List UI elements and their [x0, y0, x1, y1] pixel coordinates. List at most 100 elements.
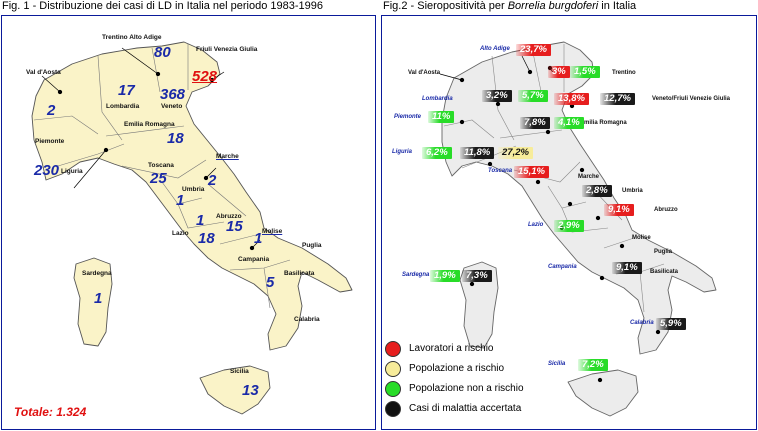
fig1-count-veneto: 368: [160, 86, 186, 103]
fig1-count-campania: 5: [266, 274, 275, 291]
fig1-region-piemonte: Piemonte: [35, 138, 65, 145]
fig2-label-basilicata: Basilicata: [650, 269, 679, 275]
fig2-label-sicilia: Sicilia: [548, 361, 566, 367]
fig2-value-venfvg-red: 13,8%: [554, 93, 589, 105]
fig1-count-piemonte: 2: [47, 102, 56, 119]
fig1-region-veneto: Veneto: [161, 103, 183, 110]
legend-swatch-yellow: [385, 361, 401, 377]
fig1-region-trentino: Trentino Alto Adige: [102, 34, 162, 41]
fig2-value-liguria-green: 6,2%: [422, 147, 452, 159]
fig2-value-sicilia-green: 7,2%: [578, 359, 608, 371]
fig2-value-trentino-green: 1,5%: [570, 66, 600, 78]
fig2-value-abruzzo-red: 9,1%: [604, 204, 634, 216]
fig1-count-emilia: 18: [167, 130, 184, 147]
fig2-label-campania: Campania: [548, 264, 577, 270]
legend-swatch-green: [385, 381, 401, 397]
legend-label-black: Casi di malattia accertata: [409, 403, 522, 414]
map2-sicilia: [567, 369, 639, 417]
fig2-value-altoadige-red: 23,7%: [516, 44, 551, 56]
fig1-region-basilicata: Basilicata: [284, 270, 315, 277]
fig1-region-marche: Marche: [216, 153, 239, 160]
fig2-value-trentino-red: 3%: [548, 66, 570, 78]
fig2-label-molise: Molise: [632, 235, 651, 241]
fig2-value-sardegna-black: 7,3%: [462, 270, 492, 282]
fig2-label-marche: Marche: [578, 174, 600, 180]
fig2-label-emilia: Emilia Romagna: [580, 120, 627, 126]
fig2-label-calabria: Calabria: [630, 320, 654, 326]
fig1-region-molise: Molise: [262, 228, 283, 235]
fig1-region-liguria: Liguria: [61, 168, 83, 175]
fig2-value-umbria-black: 2,8%: [582, 185, 612, 197]
fig2-value-piemonte-green: 11%: [428, 111, 455, 123]
fig2-title-prefix: Fig.2 - Sieropositività per: [383, 0, 508, 12]
fig1-region-calabria: Calabria: [294, 316, 320, 323]
fig2-panel: Alto Adige Val d'Aosta Trentino Lombardi…: [381, 15, 757, 430]
fig1-region-friuli: Friuli Venezia Giulia: [196, 46, 258, 53]
fig2-title: Fig.2 - Sieropositività per Borrelia bur…: [383, 0, 636, 12]
fig1-region-lombardia: Lombardia: [106, 103, 140, 110]
fig1-title: Fig. 1 - Distribuzione dei casi di LD in…: [2, 0, 324, 12]
fig2-value-liguria-yellow: 27,2%: [498, 147, 533, 159]
fig2-title-species: Borrelia burgdoferi: [507, 0, 599, 12]
fig1-region-valdaosta: Val d'Aosta: [26, 69, 61, 76]
fig1-region-campania: Campania: [238, 256, 270, 263]
fig2-value-emilia-green: 4,1%: [554, 117, 584, 129]
fig2-value-calabria-black: 5,9%: [656, 318, 686, 330]
fig2-label-lombardia: Lombardia: [422, 96, 453, 102]
fig2-label-trentino: Trentino: [612, 70, 636, 76]
fig1-count-marche: 2: [208, 172, 217, 189]
fig1-panel: Trentino Alto Adige Friuli Venezia Giuli…: [1, 15, 376, 430]
map1-sardegna: [73, 257, 113, 347]
fig2-value-toscana-red: 15,1%: [514, 166, 549, 178]
fig1-count-molise: 1: [254, 230, 263, 247]
fig2-label-sardegna: Sardegna: [402, 272, 430, 278]
fig1-region-umbria: Umbria: [182, 186, 205, 193]
legend-swatch-red: [385, 341, 401, 357]
fig2-value-venfvg-black: 12,7%: [600, 93, 635, 105]
map1-mainland: [31, 41, 353, 351]
fig1-region-sicilia: Sicilia: [230, 368, 249, 375]
fig1-region-sardegna: Sardegna: [82, 270, 112, 277]
fig1-count-lazio: 18: [198, 230, 215, 247]
fig1-count-lombardia: 17: [118, 82, 135, 99]
fig1-count-umbria: 1: [176, 192, 185, 209]
map1-sicilia: [199, 365, 271, 415]
fig2-label-abruzzo: Abruzzo: [654, 207, 678, 213]
fig1-count-friuli: 528: [192, 68, 218, 85]
fig2-label-liguria: Liguria: [392, 149, 413, 155]
fig1-count-abruzzo: 15: [226, 218, 243, 235]
fig1-region-abruzzo: Abruzzo: [216, 213, 242, 220]
legend-label-red: Lavoratori a rischio: [409, 343, 494, 354]
fig2-label-altoadige: Alto Adige: [480, 46, 510, 52]
fig2-label-umbria: Umbria: [622, 188, 643, 194]
fig2-value-lombardia-green: 5,7%: [518, 90, 548, 102]
fig1-region-lazio: Lazio: [172, 230, 189, 237]
map2-mainland: [441, 41, 717, 355]
fig2-title-suffix: in Italia: [598, 0, 637, 12]
fig1-region-emilia: Emilia Romagna: [124, 121, 175, 128]
fig1-count-toscana: 25: [150, 170, 167, 187]
fig2-label-piemonte: Piemonte: [394, 114, 422, 120]
fig1-total: Totale: 1.324: [14, 405, 87, 419]
fig2-value-lazio-green: 2,9%: [554, 220, 584, 232]
fig1-count-sardegna: 1: [94, 290, 103, 307]
fig2-value-sardegna-green: 1,9%: [430, 270, 460, 282]
fig2-value-campania-black: 9,1%: [612, 262, 642, 274]
fig2-label-lazio: Lazio: [528, 222, 544, 228]
legend-label-yellow: Popolazione a rischio: [409, 363, 505, 374]
fig1-count-umbria-2: 1: [196, 212, 205, 229]
fig2-value-emilia-black: 7,8%: [520, 117, 550, 129]
fig2-value-lombardia-black: 3,2%: [482, 90, 512, 102]
fig1-count-liguria: 230: [34, 162, 60, 179]
legend-swatch-black: [385, 401, 401, 417]
fig2-label-valdaosta: Val d'Aosta: [408, 70, 441, 76]
fig2-label-venfvg: Veneto/Friuli Venezie Giulia: [652, 96, 731, 102]
fig1-count-sicilia: 13: [242, 382, 259, 399]
fig1-count-trentino: 80: [154, 44, 171, 61]
fig1-region-puglia: Puglia: [302, 242, 322, 249]
fig2-label-puglia: Puglia: [654, 249, 673, 255]
fig1-region-toscana: Toscana: [148, 162, 174, 169]
fig2-value-liguria-black: 11,8%: [460, 147, 495, 159]
fig1-italy-map: [31, 41, 353, 415]
legend-label-green: Popolazione non a rischio: [409, 383, 524, 394]
